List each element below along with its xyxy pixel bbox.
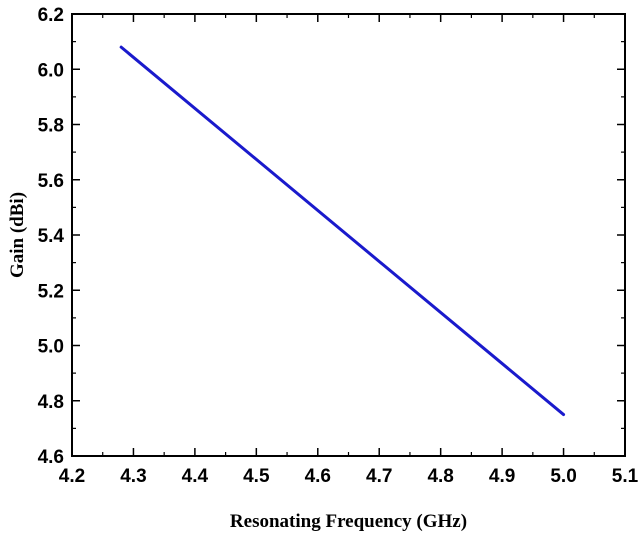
y-tick-label: 4.8 xyxy=(38,392,64,413)
y-tick-label: 5.2 xyxy=(38,281,64,302)
x-axis: 4.2 4.3 4.4 4.5 4.6 4.7 4.8 4.9 5.0 5.1 xyxy=(59,14,639,487)
x-tick-label: 5.0 xyxy=(550,466,576,487)
x-tick-label: 4.2 xyxy=(59,466,85,487)
series-layer xyxy=(119,45,566,417)
x-tick-label: 4.6 xyxy=(305,466,331,487)
y-tick-label: 6.0 xyxy=(38,60,64,81)
y-axis: 4.6 4.8 5.0 5.2 5.4 5.6 5.8 6.0 6.2 xyxy=(38,5,625,468)
x-tick-label: 4.8 xyxy=(427,466,453,487)
y-tick-label: 5.8 xyxy=(38,116,64,137)
y-tick-label: 5.6 xyxy=(38,171,64,192)
x-axis-title: Resonating Frequency (GHz) xyxy=(230,511,467,532)
x-tick-label: 4.5 xyxy=(243,466,270,487)
y-axis-title: Gain (dBi) xyxy=(7,192,28,278)
y-tick-label: 6.2 xyxy=(38,5,64,26)
x-tick-label: 5.1 xyxy=(612,466,639,487)
x-tick-label: 4.7 xyxy=(366,466,392,487)
series-line xyxy=(119,45,566,417)
y-tick-label: 5.4 xyxy=(38,226,65,247)
x-tick-label: 4.3 xyxy=(120,466,146,487)
x-tick-label: 4.9 xyxy=(489,466,515,487)
x-tick-label: 4.4 xyxy=(182,466,209,487)
y-tick-label: 4.6 xyxy=(38,447,64,468)
y-tick-label: 5.0 xyxy=(38,337,64,358)
